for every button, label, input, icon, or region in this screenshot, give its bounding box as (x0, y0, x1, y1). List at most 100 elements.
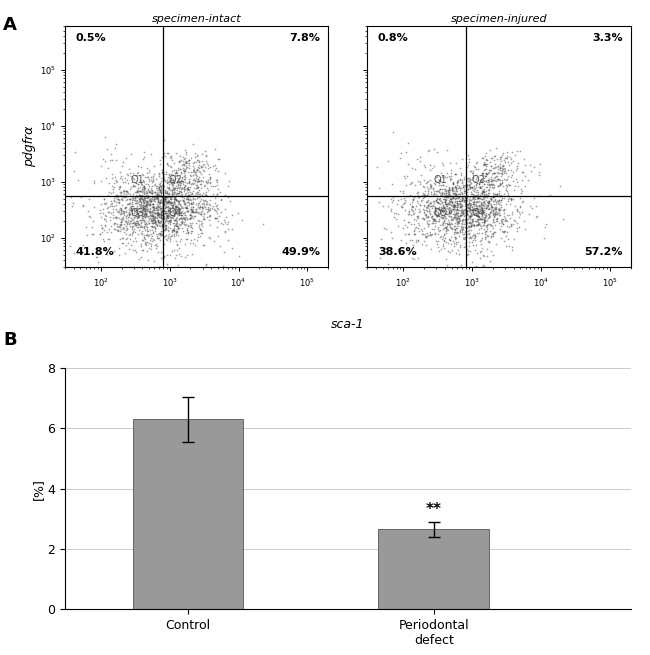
Point (474, 199, 484, 210)
Point (471, 197, 481, 208)
Point (140, 212, 150, 223)
Point (450, 223, 460, 234)
Point (170, 183, 180, 193)
Point (234, 250, 244, 261)
Point (119, 188, 129, 198)
Point (484, 174, 494, 184)
Point (141, 187, 151, 198)
Point (142, 223, 152, 234)
Point (96, 161, 106, 172)
Point (406, 205, 417, 215)
Point (159, 203, 170, 214)
Point (152, 189, 162, 200)
Point (411, 235, 421, 246)
Point (424, 183, 435, 193)
Point (187, 207, 198, 217)
Point (448, 204, 458, 214)
Point (196, 207, 207, 217)
Point (468, 197, 478, 208)
Point (192, 187, 202, 197)
Point (448, 236, 459, 246)
Point (157, 223, 168, 233)
Point (454, 213, 464, 223)
Point (456, 205, 466, 215)
Point (447, 200, 457, 211)
Point (106, 208, 116, 218)
Point (493, 174, 503, 184)
Point (499, 204, 510, 215)
Point (133, 179, 143, 189)
Point (475, 182, 486, 193)
Point (152, 189, 162, 200)
Point (465, 187, 476, 198)
Point (160, 195, 170, 206)
Point (131, 212, 142, 223)
Point (468, 240, 478, 250)
Point (178, 159, 188, 170)
Point (498, 160, 508, 170)
Point (155, 178, 165, 189)
Point (476, 228, 487, 238)
Point (159, 199, 169, 210)
Point (177, 215, 187, 226)
Point (428, 198, 439, 208)
Point (162, 191, 173, 202)
Point (152, 206, 162, 217)
Point (470, 262, 480, 272)
Point (415, 200, 425, 211)
Point (181, 157, 191, 168)
Point (447, 197, 458, 208)
Point (455, 214, 465, 225)
Point (519, 170, 530, 181)
Point (76, 191, 86, 202)
Point (460, 204, 470, 215)
Point (105, 188, 116, 198)
Point (454, 240, 465, 250)
Point (442, 202, 452, 213)
Point (141, 199, 151, 210)
Point (146, 206, 156, 217)
Point (473, 214, 484, 225)
Point (422, 176, 433, 187)
Point (484, 196, 494, 206)
Point (447, 198, 458, 208)
Point (152, 194, 162, 204)
Point (157, 213, 168, 223)
Point (166, 153, 176, 163)
Point (159, 205, 169, 215)
Point (164, 203, 174, 214)
Point (401, 222, 411, 233)
Point (419, 162, 430, 173)
Point (490, 208, 501, 219)
Point (467, 204, 477, 214)
Point (183, 183, 193, 194)
Point (448, 192, 458, 202)
Point (151, 193, 162, 203)
Point (167, 179, 177, 189)
Point (478, 194, 488, 204)
Point (200, 189, 210, 199)
Point (179, 191, 189, 201)
Point (446, 191, 456, 202)
Point (86, 229, 97, 240)
Point (438, 218, 448, 229)
Point (180, 215, 190, 225)
Point (144, 225, 155, 235)
Point (451, 169, 462, 179)
Point (444, 234, 454, 244)
Point (162, 181, 173, 192)
Point (461, 213, 471, 223)
Point (98, 223, 108, 234)
Point (525, 200, 536, 211)
Point (459, 229, 469, 239)
Point (449, 189, 460, 200)
Point (185, 191, 196, 202)
Point (220, 204, 231, 214)
Point (476, 212, 487, 223)
Point (484, 203, 494, 214)
Point (456, 222, 467, 233)
Point (431, 216, 441, 227)
Point (445, 204, 456, 215)
Point (426, 197, 436, 208)
Point (430, 196, 441, 207)
